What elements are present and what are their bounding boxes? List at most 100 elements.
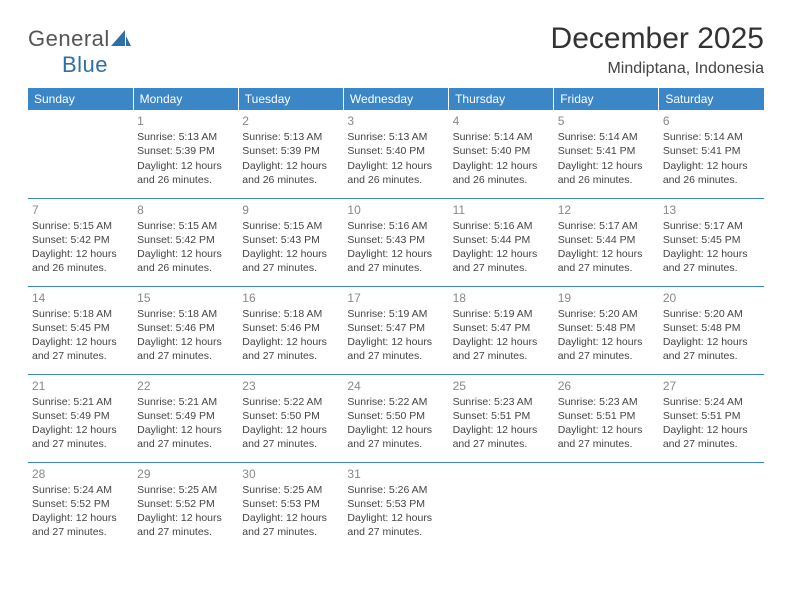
day-number: 18 bbox=[453, 290, 550, 306]
day-number: 16 bbox=[242, 290, 339, 306]
day-number: 10 bbox=[347, 202, 444, 218]
day-details: Sunrise: 5:18 AMSunset: 5:45 PMDaylight:… bbox=[32, 307, 129, 364]
day-number: 27 bbox=[663, 378, 760, 394]
day-details: Sunrise: 5:15 AMSunset: 5:42 PMDaylight:… bbox=[32, 219, 129, 276]
calendar-body: 1Sunrise: 5:13 AMSunset: 5:39 PMDaylight… bbox=[28, 110, 764, 550]
logo-sail-icon bbox=[111, 26, 131, 51]
calendar-day-cell: 4Sunrise: 5:14 AMSunset: 5:40 PMDaylight… bbox=[449, 110, 554, 198]
day-number: 19 bbox=[558, 290, 655, 306]
day-details: Sunrise: 5:21 AMSunset: 5:49 PMDaylight:… bbox=[32, 395, 129, 452]
calendar-day-cell: 10Sunrise: 5:16 AMSunset: 5:43 PMDayligh… bbox=[343, 198, 448, 286]
day-details: Sunrise: 5:24 AMSunset: 5:51 PMDaylight:… bbox=[663, 395, 760, 452]
day-number: 4 bbox=[453, 113, 550, 129]
calendar-day-cell: 14Sunrise: 5:18 AMSunset: 5:45 PMDayligh… bbox=[28, 286, 133, 374]
day-number: 29 bbox=[137, 466, 234, 482]
weekday-header: Wednesday bbox=[343, 88, 448, 110]
day-number: 25 bbox=[453, 378, 550, 394]
day-details: Sunrise: 5:15 AMSunset: 5:43 PMDaylight:… bbox=[242, 219, 339, 276]
day-details: Sunrise: 5:23 AMSunset: 5:51 PMDaylight:… bbox=[453, 395, 550, 452]
calendar-week-row: 14Sunrise: 5:18 AMSunset: 5:45 PMDayligh… bbox=[28, 286, 764, 374]
calendar-day-cell: 3Sunrise: 5:13 AMSunset: 5:40 PMDaylight… bbox=[343, 110, 448, 198]
day-details: Sunrise: 5:16 AMSunset: 5:44 PMDaylight:… bbox=[453, 219, 550, 276]
weekday-header: Saturday bbox=[659, 88, 764, 110]
day-number: 2 bbox=[242, 113, 339, 129]
weekday-header: Friday bbox=[554, 88, 659, 110]
day-details: Sunrise: 5:15 AMSunset: 5:42 PMDaylight:… bbox=[137, 219, 234, 276]
day-number: 9 bbox=[242, 202, 339, 218]
calendar-empty-cell bbox=[554, 462, 659, 550]
day-number: 8 bbox=[137, 202, 234, 218]
weekday-header: Sunday bbox=[28, 88, 133, 110]
day-details: Sunrise: 5:19 AMSunset: 5:47 PMDaylight:… bbox=[347, 307, 444, 364]
day-details: Sunrise: 5:18 AMSunset: 5:46 PMDaylight:… bbox=[242, 307, 339, 364]
day-number: 7 bbox=[32, 202, 129, 218]
logo: GeneralBlue bbox=[28, 22, 133, 78]
day-number: 5 bbox=[558, 113, 655, 129]
day-number: 31 bbox=[347, 466, 444, 482]
day-number: 23 bbox=[242, 378, 339, 394]
day-number: 3 bbox=[347, 113, 444, 129]
day-details: Sunrise: 5:14 AMSunset: 5:41 PMDaylight:… bbox=[663, 130, 760, 187]
calendar-day-cell: 29Sunrise: 5:25 AMSunset: 5:52 PMDayligh… bbox=[133, 462, 238, 550]
calendar-week-row: 7Sunrise: 5:15 AMSunset: 5:42 PMDaylight… bbox=[28, 198, 764, 286]
calendar-day-cell: 15Sunrise: 5:18 AMSunset: 5:46 PMDayligh… bbox=[133, 286, 238, 374]
calendar-day-cell: 30Sunrise: 5:25 AMSunset: 5:53 PMDayligh… bbox=[238, 462, 343, 550]
calendar-day-cell: 16Sunrise: 5:18 AMSunset: 5:46 PMDayligh… bbox=[238, 286, 343, 374]
calendar-day-cell: 13Sunrise: 5:17 AMSunset: 5:45 PMDayligh… bbox=[659, 198, 764, 286]
day-number: 22 bbox=[137, 378, 234, 394]
day-number: 11 bbox=[453, 202, 550, 218]
calendar-header-row: SundayMondayTuesdayWednesdayThursdayFrid… bbox=[28, 88, 764, 110]
calendar-day-cell: 20Sunrise: 5:20 AMSunset: 5:48 PMDayligh… bbox=[659, 286, 764, 374]
calendar-day-cell: 1Sunrise: 5:13 AMSunset: 5:39 PMDaylight… bbox=[133, 110, 238, 198]
day-number: 15 bbox=[137, 290, 234, 306]
calendar-table: SundayMondayTuesdayWednesdayThursdayFrid… bbox=[28, 88, 764, 550]
calendar-day-cell: 5Sunrise: 5:14 AMSunset: 5:41 PMDaylight… bbox=[554, 110, 659, 198]
calendar-day-cell: 28Sunrise: 5:24 AMSunset: 5:52 PMDayligh… bbox=[28, 462, 133, 550]
day-details: Sunrise: 5:13 AMSunset: 5:39 PMDaylight:… bbox=[242, 130, 339, 187]
calendar-week-row: 21Sunrise: 5:21 AMSunset: 5:49 PMDayligh… bbox=[28, 374, 764, 462]
day-number: 14 bbox=[32, 290, 129, 306]
calendar-page: GeneralBlue December 2025 Mindiptana, In… bbox=[0, 0, 792, 570]
calendar-day-cell: 18Sunrise: 5:19 AMSunset: 5:47 PMDayligh… bbox=[449, 286, 554, 374]
day-details: Sunrise: 5:19 AMSunset: 5:47 PMDaylight:… bbox=[453, 307, 550, 364]
calendar-day-cell: 25Sunrise: 5:23 AMSunset: 5:51 PMDayligh… bbox=[449, 374, 554, 462]
day-number: 26 bbox=[558, 378, 655, 394]
day-details: Sunrise: 5:20 AMSunset: 5:48 PMDaylight:… bbox=[663, 307, 760, 364]
calendar-day-cell: 12Sunrise: 5:17 AMSunset: 5:44 PMDayligh… bbox=[554, 198, 659, 286]
location: Mindiptana, Indonesia bbox=[551, 60, 764, 78]
day-details: Sunrise: 5:25 AMSunset: 5:52 PMDaylight:… bbox=[137, 483, 234, 540]
weekday-header: Monday bbox=[133, 88, 238, 110]
calendar-empty-cell bbox=[28, 110, 133, 198]
day-number: 24 bbox=[347, 378, 444, 394]
calendar-day-cell: 2Sunrise: 5:13 AMSunset: 5:39 PMDaylight… bbox=[238, 110, 343, 198]
calendar-week-row: 1Sunrise: 5:13 AMSunset: 5:39 PMDaylight… bbox=[28, 110, 764, 198]
calendar-empty-cell bbox=[659, 462, 764, 550]
day-number: 17 bbox=[347, 290, 444, 306]
day-details: Sunrise: 5:20 AMSunset: 5:48 PMDaylight:… bbox=[558, 307, 655, 364]
day-details: Sunrise: 5:23 AMSunset: 5:51 PMDaylight:… bbox=[558, 395, 655, 452]
calendar-day-cell: 7Sunrise: 5:15 AMSunset: 5:42 PMDaylight… bbox=[28, 198, 133, 286]
day-number: 30 bbox=[242, 466, 339, 482]
day-number: 21 bbox=[32, 378, 129, 394]
day-details: Sunrise: 5:22 AMSunset: 5:50 PMDaylight:… bbox=[242, 395, 339, 452]
calendar-day-cell: 21Sunrise: 5:21 AMSunset: 5:49 PMDayligh… bbox=[28, 374, 133, 462]
calendar-week-row: 28Sunrise: 5:24 AMSunset: 5:52 PMDayligh… bbox=[28, 462, 764, 550]
calendar-day-cell: 19Sunrise: 5:20 AMSunset: 5:48 PMDayligh… bbox=[554, 286, 659, 374]
calendar-day-cell: 11Sunrise: 5:16 AMSunset: 5:44 PMDayligh… bbox=[449, 198, 554, 286]
calendar-day-cell: 24Sunrise: 5:22 AMSunset: 5:50 PMDayligh… bbox=[343, 374, 448, 462]
day-details: Sunrise: 5:13 AMSunset: 5:39 PMDaylight:… bbox=[137, 130, 234, 187]
calendar-day-cell: 23Sunrise: 5:22 AMSunset: 5:50 PMDayligh… bbox=[238, 374, 343, 462]
calendar-day-cell: 31Sunrise: 5:26 AMSunset: 5:53 PMDayligh… bbox=[343, 462, 448, 550]
day-number: 28 bbox=[32, 466, 129, 482]
logo-text: GeneralBlue bbox=[28, 26, 133, 78]
logo-part1: General bbox=[28, 26, 110, 51]
day-details: Sunrise: 5:17 AMSunset: 5:45 PMDaylight:… bbox=[663, 219, 760, 276]
calendar-day-cell: 27Sunrise: 5:24 AMSunset: 5:51 PMDayligh… bbox=[659, 374, 764, 462]
day-details: Sunrise: 5:16 AMSunset: 5:43 PMDaylight:… bbox=[347, 219, 444, 276]
day-number: 6 bbox=[663, 113, 760, 129]
day-number: 12 bbox=[558, 202, 655, 218]
day-details: Sunrise: 5:22 AMSunset: 5:50 PMDaylight:… bbox=[347, 395, 444, 452]
day-details: Sunrise: 5:26 AMSunset: 5:53 PMDaylight:… bbox=[347, 483, 444, 540]
header: GeneralBlue December 2025 Mindiptana, In… bbox=[28, 22, 764, 78]
day-details: Sunrise: 5:25 AMSunset: 5:53 PMDaylight:… bbox=[242, 483, 339, 540]
